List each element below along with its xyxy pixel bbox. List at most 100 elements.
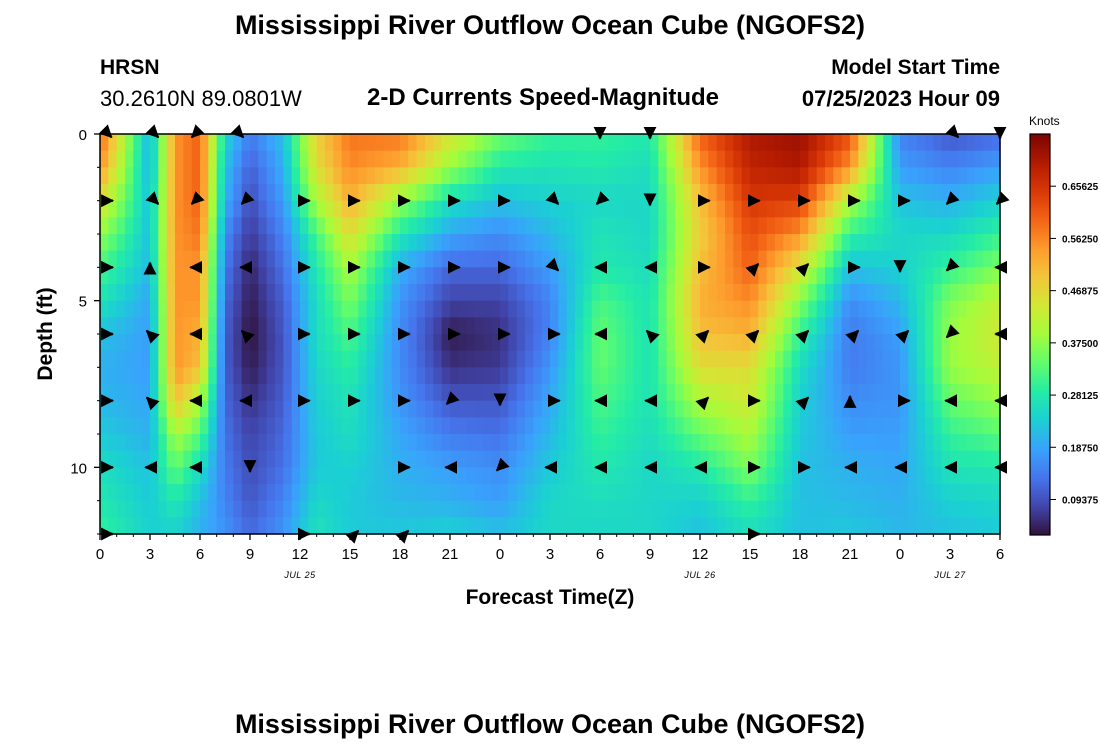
heat-cell <box>866 417 876 435</box>
heat-cell <box>383 500 393 518</box>
heat-cell <box>108 484 118 502</box>
heat-cell <box>491 334 501 352</box>
heat-cell <box>200 384 209 402</box>
heat-cell <box>458 467 468 485</box>
heat-cell <box>491 234 501 252</box>
heat-cell <box>775 250 784 268</box>
heat-cell <box>625 284 634 302</box>
heat-cell <box>366 200 376 218</box>
heat-cell <box>291 400 301 418</box>
heat-cell <box>150 200 159 218</box>
heat-cell <box>658 450 668 468</box>
heat-cell <box>441 167 451 185</box>
heat-cell <box>708 467 718 485</box>
current-arrow <box>695 329 710 344</box>
heat-cell <box>758 317 768 335</box>
heat-cell <box>500 267 509 285</box>
heat-cell <box>400 434 409 452</box>
heat-cell <box>450 500 459 518</box>
heat-cell <box>858 517 868 535</box>
heat-cell <box>833 267 843 285</box>
heat-cell <box>308 317 318 335</box>
heat-cell <box>475 467 484 485</box>
heat-cell <box>350 317 359 335</box>
heat-cell <box>291 134 301 152</box>
heat-cell <box>100 167 109 185</box>
heat-cell <box>408 234 418 252</box>
heat-cell <box>758 400 768 418</box>
heat-cell <box>666 350 676 368</box>
heat-cell <box>300 500 309 518</box>
heat-cell <box>641 134 651 152</box>
heat-cell <box>166 334 176 352</box>
heat-cell <box>241 167 251 185</box>
heat-cell <box>816 350 826 368</box>
date-label: JUL 27 <box>933 570 966 580</box>
heat-cell <box>991 400 1001 418</box>
heat-cell <box>900 250 909 268</box>
heat-cell <box>483 184 493 202</box>
heat-cell <box>441 400 451 418</box>
heat-cell <box>791 134 801 152</box>
heat-cell <box>250 517 259 535</box>
heat-cell <box>200 317 209 335</box>
heat-cell <box>975 434 984 452</box>
heat-cell <box>308 150 318 168</box>
heat-cell <box>683 350 693 368</box>
heat-cell <box>641 167 651 185</box>
heat-cell <box>958 434 968 452</box>
heat-cell <box>641 317 651 335</box>
heat-cell <box>808 300 818 318</box>
heat-cell <box>883 334 893 352</box>
heat-cell <box>133 434 143 452</box>
heat-cell <box>291 334 301 352</box>
heat-cell <box>975 300 984 318</box>
heat-cell <box>775 450 784 468</box>
heat-cell <box>516 500 526 518</box>
heat-cell <box>358 450 368 468</box>
heat-cell <box>641 500 651 518</box>
heat-cell <box>350 450 359 468</box>
heat-cell <box>866 484 876 502</box>
heat-cell <box>833 400 843 418</box>
heat-cell <box>550 400 559 418</box>
heat-cell <box>483 434 493 452</box>
heat-cell <box>983 417 993 435</box>
heat-cell <box>725 250 734 268</box>
heat-cell <box>625 350 634 368</box>
current-arrow <box>190 191 205 205</box>
colorbar-tick-label: 0.18750 <box>1062 443 1099 454</box>
heat-cell <box>583 334 593 352</box>
heat-cell <box>983 484 993 502</box>
heat-cell <box>250 434 259 452</box>
heat-cell <box>466 300 476 318</box>
heat-cell <box>583 517 593 535</box>
heat-cell <box>308 434 318 452</box>
heat-cell <box>383 267 393 285</box>
heat-cell <box>283 484 293 502</box>
heat-cell <box>866 317 876 335</box>
heat-cell <box>933 150 943 168</box>
heat-cell <box>833 417 843 435</box>
heat-cell <box>266 417 276 435</box>
heat-cell <box>850 167 859 185</box>
heat-cell <box>383 434 393 452</box>
heat-cell <box>941 267 951 285</box>
heat-cell <box>408 417 418 435</box>
heat-cell <box>725 234 734 252</box>
heat-cell <box>675 367 684 385</box>
heat-cell <box>466 367 476 385</box>
heat-cell <box>366 250 376 268</box>
heat-cell <box>316 250 326 268</box>
heat-cell <box>566 317 576 335</box>
heat-cell <box>258 434 268 452</box>
heat-cell <box>516 400 526 418</box>
heat-cell <box>758 384 768 402</box>
heat-cell <box>483 200 493 218</box>
heat-cell <box>583 134 593 152</box>
heat-cell <box>325 217 334 235</box>
heat-cell <box>408 367 418 385</box>
heat-cell <box>200 434 209 452</box>
heat-cell <box>166 417 176 435</box>
heat-cell <box>650 300 659 318</box>
